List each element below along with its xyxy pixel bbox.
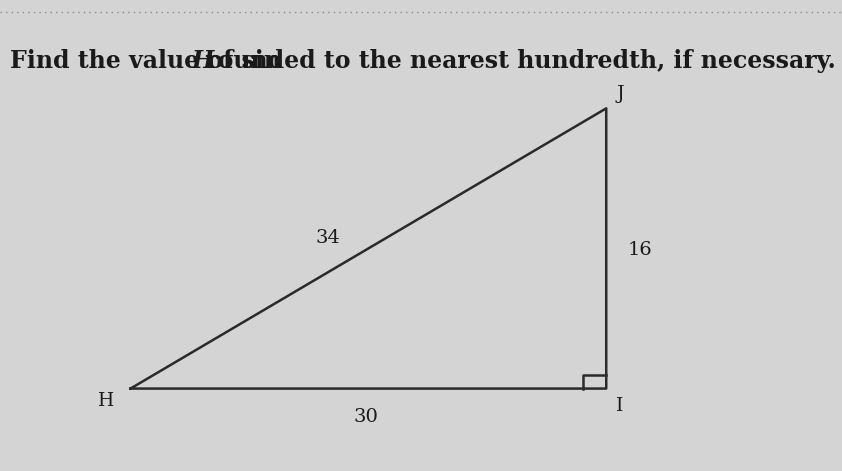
Text: H: H [99,392,115,410]
Text: 34: 34 [316,229,341,247]
Text: Find the value of sin: Find the value of sin [10,49,290,73]
Text: rounded to the nearest hundredth, if necessary.: rounded to the nearest hundredth, if nec… [197,49,836,73]
Text: 30: 30 [354,408,379,426]
Text: I: I [616,397,624,414]
Text: H: H [192,49,214,73]
Text: 16: 16 [627,241,653,259]
Text: J: J [616,85,624,103]
